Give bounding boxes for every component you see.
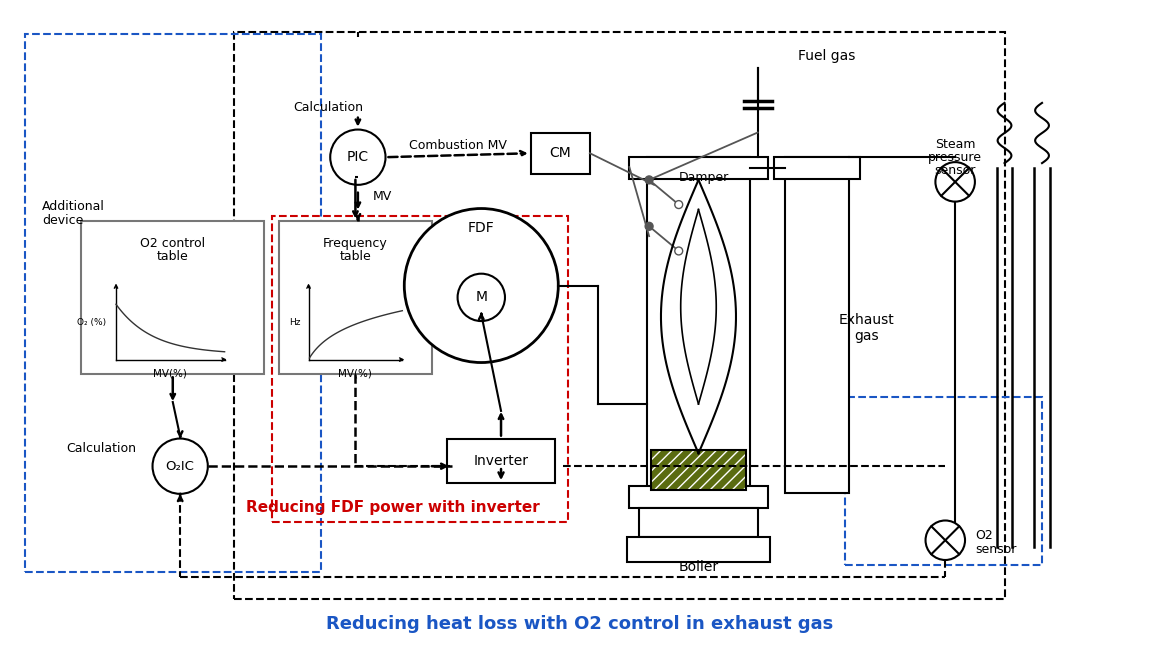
Bar <box>531 133 590 174</box>
Circle shape <box>330 129 385 185</box>
Text: pressure: pressure <box>928 151 982 164</box>
Bar <box>640 507 758 537</box>
Text: MV(%): MV(%) <box>153 368 187 378</box>
Text: O₂IC: O₂IC <box>166 460 195 473</box>
Text: Calculation: Calculation <box>66 442 137 455</box>
Text: FDF: FDF <box>468 221 495 235</box>
Bar <box>651 451 745 490</box>
Text: Reducing heat loss with O2 control in exhaust gas: Reducing heat loss with O2 control in ex… <box>326 615 834 633</box>
Text: MV: MV <box>373 190 392 203</box>
Text: Fuel gas: Fuel gas <box>798 48 856 63</box>
Bar <box>773 157 860 179</box>
Text: O₂ (%): O₂ (%) <box>77 318 106 327</box>
Text: M: M <box>475 291 488 304</box>
Text: Damper: Damper <box>678 172 729 184</box>
Bar <box>279 221 432 374</box>
Bar <box>844 397 1043 565</box>
Text: Exhaust: Exhaust <box>838 313 894 327</box>
Text: device: device <box>42 214 84 227</box>
Bar <box>272 216 568 522</box>
Circle shape <box>646 222 652 231</box>
Circle shape <box>675 200 683 208</box>
Bar <box>81 221 264 374</box>
Text: Calculation: Calculation <box>294 101 363 114</box>
Text: Inverter: Inverter <box>474 454 528 468</box>
Circle shape <box>936 162 975 202</box>
Circle shape <box>457 274 505 321</box>
Text: Reducing FDF power with inverter: Reducing FDF power with inverter <box>246 500 540 515</box>
Circle shape <box>404 208 558 362</box>
Text: Boiler: Boiler <box>678 560 719 574</box>
Text: sensor: sensor <box>935 163 976 176</box>
Text: sensor: sensor <box>975 543 1016 556</box>
Text: O2 control: O2 control <box>140 236 205 249</box>
Text: PIC: PIC <box>347 150 369 164</box>
Text: table: table <box>157 250 188 263</box>
Circle shape <box>646 176 652 184</box>
Bar <box>627 537 770 562</box>
Bar <box>629 486 767 507</box>
Text: Combustion MV: Combustion MV <box>409 139 507 152</box>
Text: CM: CM <box>549 146 571 160</box>
Text: Steam: Steam <box>935 138 975 151</box>
Text: MV(%): MV(%) <box>339 368 373 378</box>
Circle shape <box>925 520 965 560</box>
Text: Additional: Additional <box>42 200 104 213</box>
Bar <box>26 34 322 572</box>
Text: Hz: Hz <box>289 318 301 327</box>
Bar <box>447 439 555 483</box>
Circle shape <box>675 247 683 255</box>
Bar <box>235 32 1004 599</box>
Circle shape <box>152 439 208 494</box>
Bar <box>647 157 750 507</box>
Bar <box>629 157 767 179</box>
Text: table: table <box>339 250 372 263</box>
Text: Frequency: Frequency <box>323 236 388 249</box>
Bar <box>651 451 745 490</box>
Text: gas: gas <box>854 329 879 343</box>
Text: O2: O2 <box>975 529 993 542</box>
Bar <box>785 157 849 493</box>
